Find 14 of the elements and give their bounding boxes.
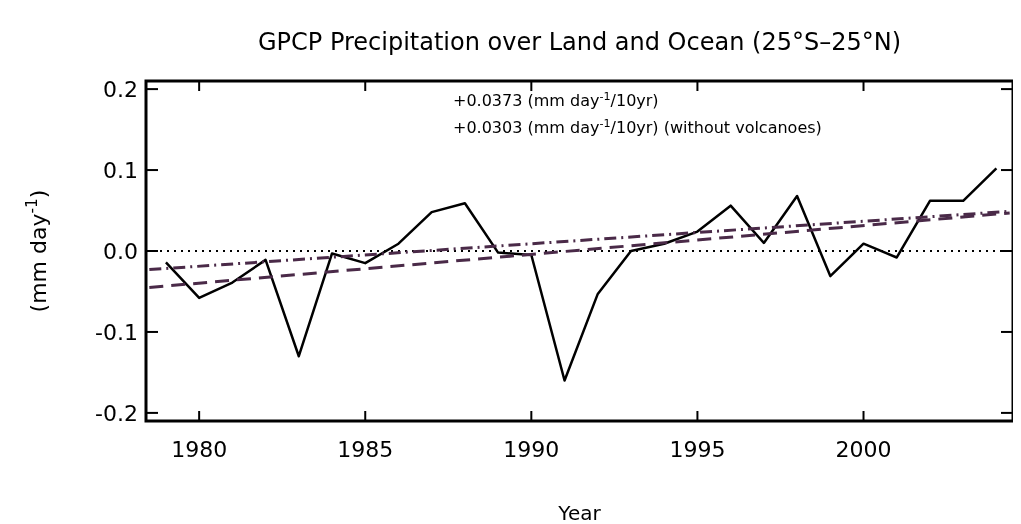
y-tick-label: 0.1 <box>103 157 138 183</box>
annotation: +0.0373 (mm day$^{-1}$/10yr) <box>453 89 659 110</box>
y-tick-label: 0.0 <box>103 238 138 264</box>
x-axis-title: Year <box>557 501 602 524</box>
y-tick-label: -0.2 <box>95 400 138 426</box>
x-tick-label: 1995 <box>669 437 726 462</box>
x-tick-label: 1980 <box>171 437 228 462</box>
chart-title: GPCP Precipitation over Land and Ocean (25°S–25°N) <box>257 28 902 56</box>
x-tick-label: 1985 <box>337 437 394 462</box>
y-tick-label: -0.1 <box>95 319 138 345</box>
annotation: +0.0303 (mm day$^{-1}$/10yr) (without volcanoes) <box>453 116 822 137</box>
x-tick-label: 2000 <box>835 437 892 462</box>
y-tick-label: 0.2 <box>103 76 138 102</box>
x-tick-label: 1990 <box>503 437 560 462</box>
